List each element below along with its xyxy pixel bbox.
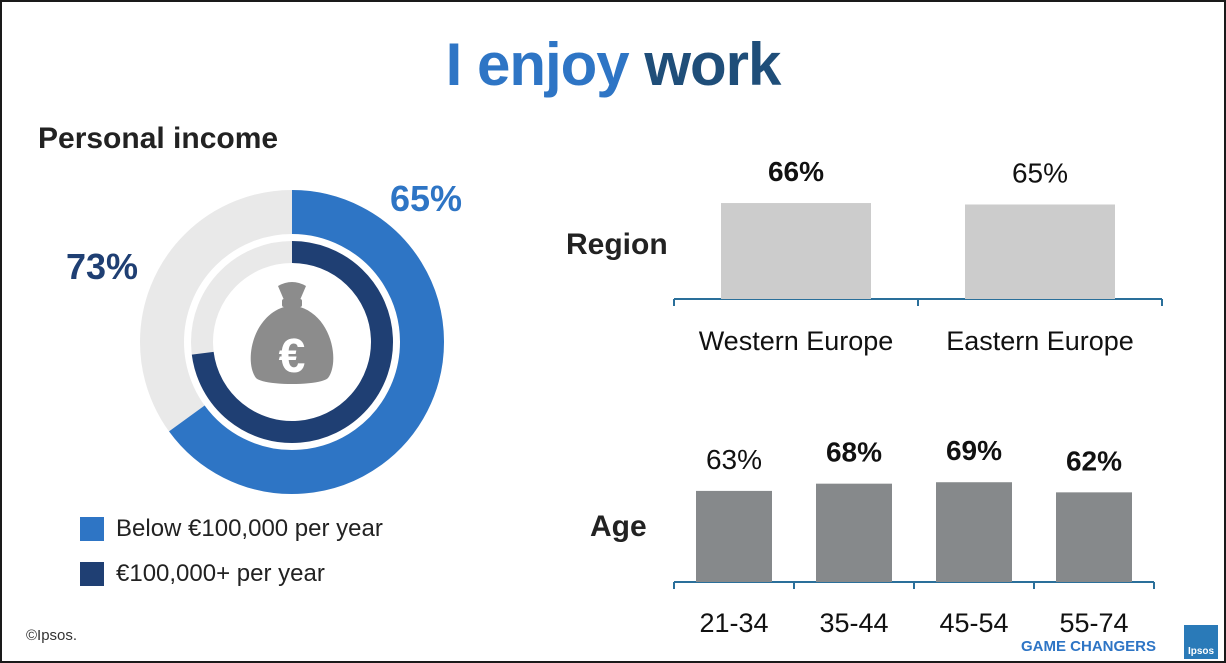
legend-label: €100,000+ per year [116,560,325,587]
age-bar-45-54 [936,482,1012,582]
age-category-label: 55-74 [1059,608,1128,638]
age-category-label: 45-54 [939,608,1008,638]
income-donut-chart: € [140,190,444,494]
income-heading: Personal income [38,122,279,155]
footer-brand: GAME CHANGERS [1021,638,1157,655]
page-title: I enjoy work [2,30,1224,100]
legend-swatch [80,517,104,541]
region-value-label: 65% [1012,157,1068,188]
svg-text:€: € [279,330,306,383]
age-category-label: 21-34 [699,608,768,638]
region-value-label: 66% [768,156,824,187]
ipsos-logo: Ipsos [1184,625,1218,659]
euro-money-bag-icon: € [250,282,334,384]
age-bar-55-74 [1056,492,1132,582]
donut-outer-value-label: 65% [390,178,463,219]
age-value-label: 62% [1066,445,1122,476]
inner-ring-100k-plus-arc [191,241,393,443]
copyright-text: ©Ipsos. [26,627,78,644]
logo-text: Ipsos [1187,646,1215,657]
donut-inner-value-label: 73% [66,246,139,287]
title-part-1: I enjoy [445,31,630,98]
region-bar-Eastern Europe [965,204,1115,299]
age-bar-35-44 [816,483,892,582]
region-category-label: Eastern Europe [946,326,1134,356]
legend-label: Below €100,000 per year [116,515,383,542]
title-part-2: work [644,31,781,98]
age-bar-21-34 [696,490,772,582]
age-value-label: 63% [706,444,762,475]
region-category-label: Western Europe [699,326,894,356]
legend-item-below-100k: Below €100,000 per year [80,514,383,544]
legend-item-100k-plus: €100,000+ per year [80,559,325,589]
age-value-label: 68% [826,437,882,468]
legend-swatch [80,562,104,586]
age-row-label: Age [590,510,647,543]
region-bar-Western Europe [721,203,871,299]
age-category-label: 35-44 [819,608,888,638]
outer-ring-below-100k-arc [169,190,444,494]
age-value-label: 69% [946,435,1002,466]
region-row-label: Region [566,228,668,261]
